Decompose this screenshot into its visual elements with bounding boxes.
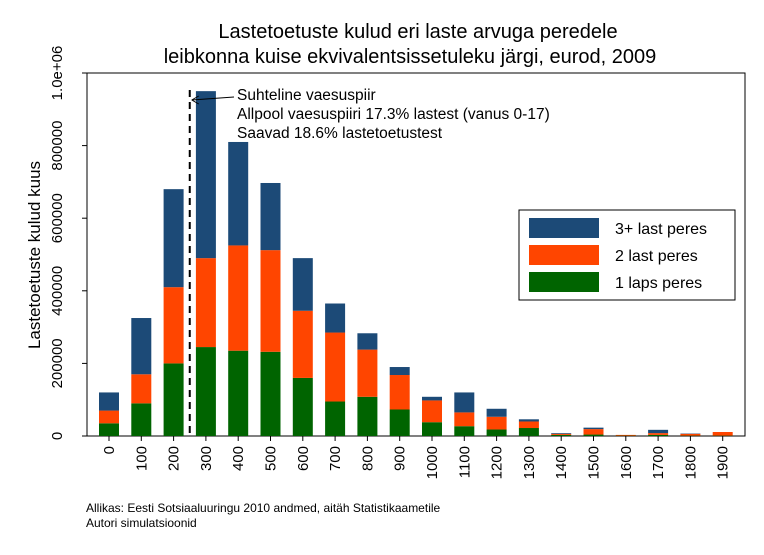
- bar-segment: [551, 434, 572, 436]
- y-axis-label: Lastetoetuste kulud kuus: [25, 161, 44, 349]
- bar-segment: [648, 429, 669, 434]
- bar-segment: [292, 310, 313, 378]
- x-tick-label: 1800: [682, 446, 699, 479]
- bar-segment: [99, 410, 119, 424]
- bar-segment: [260, 351, 281, 436]
- bar-segment: [99, 392, 119, 411]
- x-tick-label: 800: [359, 446, 376, 471]
- bar-segment: [389, 375, 410, 410]
- x-tick-label: 0: [101, 446, 118, 454]
- legend-swatch: [529, 245, 599, 265]
- annotation-arrowhead: [191, 95, 199, 105]
- bar-segment: [389, 367, 410, 376]
- annotation-line: Suhteline vaesuspiir: [237, 87, 376, 104]
- y-tick-label: 600000: [49, 193, 66, 243]
- bar-segment: [551, 433, 572, 434]
- bar-segment: [195, 258, 216, 348]
- bar-segment: [454, 392, 475, 413]
- x-tick-label: 300: [198, 446, 215, 471]
- bar-segment: [163, 189, 184, 288]
- author-note: Autori simulatsioonid: [86, 516, 197, 530]
- bar-segment: [228, 350, 249, 436]
- bar-segment: [486, 429, 507, 436]
- bar-segment: [260, 182, 281, 251]
- bar-segment: [422, 400, 442, 423]
- x-tick-label: 1900: [715, 446, 732, 479]
- bar-segment: [680, 433, 701, 436]
- x-tick-label: 100: [133, 446, 150, 471]
- bar-segment: [99, 423, 119, 436]
- x-tick-label: 1600: [618, 446, 635, 479]
- annotation-line: Saavad 18.6% lastetoetustest: [237, 125, 443, 142]
- bar-segment: [615, 434, 636, 436]
- x-tick-label: 1200: [489, 446, 506, 479]
- plot-frame: [86, 72, 746, 437]
- bar-segment: [486, 416, 507, 430]
- x-tick-label: 600: [295, 446, 312, 471]
- x-tick-label: 200: [166, 446, 183, 471]
- legend-swatch: [529, 272, 599, 292]
- x-tick-label: 1000: [424, 446, 441, 479]
- annotation-arrow: [191, 96, 235, 101]
- bar-segment: [325, 401, 346, 436]
- y-tick-label: 200000: [49, 338, 66, 388]
- x-tick-label: 1300: [521, 446, 538, 479]
- bar-segment: [228, 245, 249, 351]
- bar-segment: [583, 434, 604, 436]
- bar-segment: [325, 303, 346, 333]
- legend-label: 3+ last peres: [615, 221, 707, 238]
- legend-label: 2 last peres: [615, 248, 698, 265]
- chart-title-line2: leibkonna kuise ekvivalentsissetuleku jä…: [164, 46, 657, 68]
- bar-segment: [163, 363, 184, 436]
- bar-segment: [518, 419, 539, 422]
- bar-segment: [712, 432, 733, 436]
- bar-segment: [422, 422, 442, 436]
- bar-segment: [648, 434, 669, 436]
- bar-segment: [454, 426, 475, 436]
- x-tick-label: 900: [392, 446, 409, 471]
- x-tick-label: 1400: [553, 446, 570, 479]
- bar-segment: [648, 433, 669, 435]
- bar-segment: [131, 374, 152, 404]
- bar-segment: [422, 396, 442, 401]
- annotation-line: Allpool vaesuspiiri 17.3% lastest (vanus…: [237, 106, 550, 123]
- bar-segment: [325, 332, 346, 402]
- x-tick-label: 1700: [650, 446, 667, 479]
- y-tick-label: 1.0e+06: [49, 46, 66, 101]
- bar-segment: [357, 396, 378, 436]
- bar-segment: [454, 412, 475, 427]
- bar-segment: [228, 141, 249, 246]
- source-note: Allikas: Eesti Sotsiaaluuringu 2010 andm…: [86, 501, 441, 515]
- bar-segment: [389, 409, 410, 436]
- bar-segment: [195, 347, 216, 436]
- bar-segment: [292, 258, 313, 311]
- bar-segment: [131, 403, 152, 436]
- bar-segment: [357, 349, 378, 397]
- bar-segment: [583, 429, 604, 435]
- bar-segment: [583, 427, 604, 430]
- x-tick-label: 1100: [456, 446, 473, 478]
- legend-swatch: [529, 218, 599, 238]
- legend-label: 1 laps peres: [615, 275, 702, 292]
- y-tick-label: 800000: [49, 121, 66, 171]
- bar-segment: [131, 318, 152, 375]
- bar-segment: [357, 333, 378, 350]
- x-tick-label: 400: [230, 446, 247, 471]
- bar-segment: [551, 433, 572, 435]
- bar-segment: [260, 250, 281, 352]
- x-tick-label: 700: [327, 446, 344, 471]
- x-tick-label: 1500: [586, 446, 603, 479]
- bar-segment: [292, 377, 313, 436]
- x-tick-label: 500: [263, 446, 280, 471]
- bar-segment: [518, 421, 539, 429]
- bar-segment: [163, 287, 184, 364]
- bar-segment: [195, 91, 216, 259]
- bar-segment: [518, 428, 539, 436]
- chart-title-line1: Lastetoetuste kulud eri laste arvuga per…: [218, 21, 617, 43]
- y-tick-label: 400000: [49, 266, 66, 316]
- y-tick-label: 0: [49, 432, 66, 440]
- bar-segment: [486, 408, 507, 417]
